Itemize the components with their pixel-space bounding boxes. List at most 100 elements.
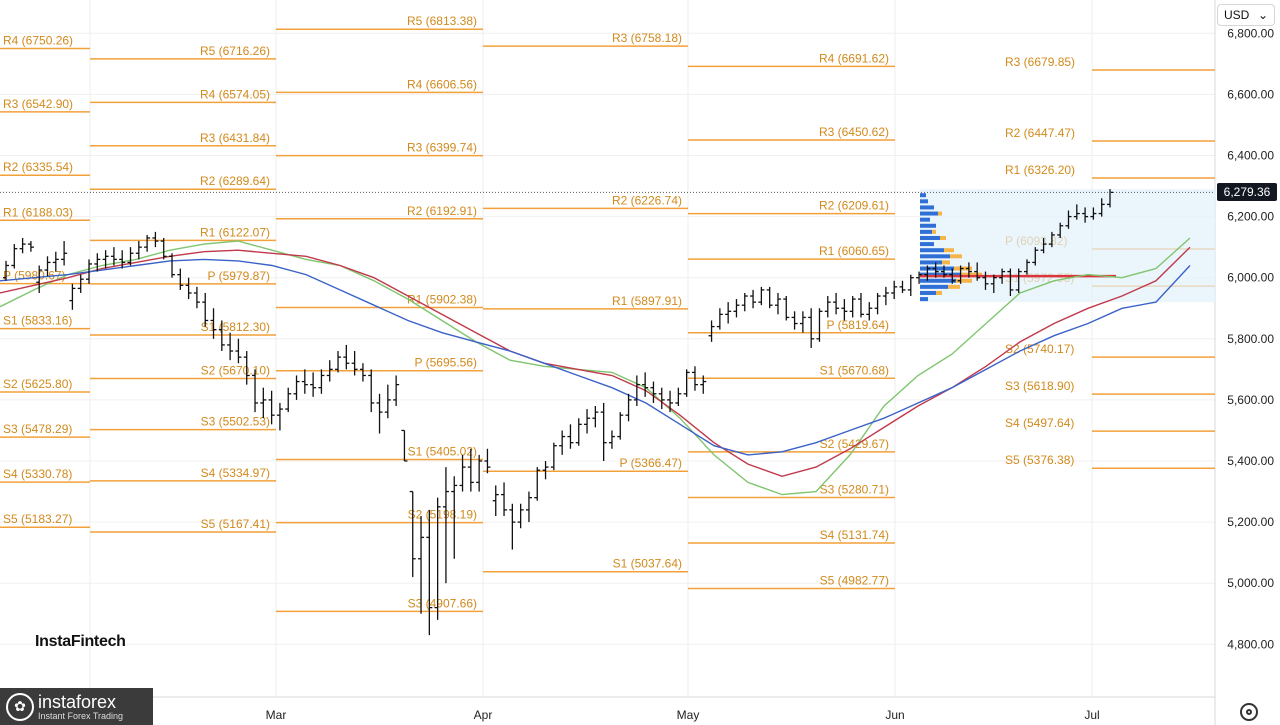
price-bar	[102, 250, 109, 269]
moving-average-line	[0, 246, 1191, 478]
price-bar	[940, 265, 947, 278]
price-bar	[135, 241, 142, 260]
y-tick-label: 4,800.00	[1227, 637, 1274, 651]
pivot-label: S5 (5376.38)	[1005, 453, 1074, 467]
profile-bar	[920, 284, 948, 289]
moving-average-line	[0, 258, 1191, 456]
pivot-label: S1 (5405.02)	[408, 444, 477, 458]
profile-bar	[920, 290, 936, 295]
price-bar	[293, 375, 300, 400]
moving-averages	[0, 237, 1191, 496]
profile-bar	[920, 254, 950, 259]
current-price-tag: 6,279.36	[1217, 183, 1277, 201]
price-bar	[708, 320, 715, 342]
profile-bar	[920, 248, 944, 253]
x-tick-label: Apr	[474, 708, 493, 722]
price-bar	[19, 237, 26, 254]
y-tick-label: 5,600.00	[1227, 393, 1274, 407]
price-bar	[990, 274, 997, 293]
price-bar	[492, 485, 499, 516]
settings-icon[interactable]	[1240, 703, 1258, 721]
brand-tagline: Instant Forex Trading	[38, 710, 124, 721]
price-bar	[874, 292, 881, 315]
price-bar	[725, 302, 732, 324]
price-bar	[169, 253, 176, 278]
price-bar	[401, 429, 408, 462]
price-bar	[675, 387, 682, 407]
price-bar	[235, 338, 242, 364]
pivot-label: S1 (5037.64)	[613, 557, 682, 571]
profile-bar	[920, 199, 928, 204]
price-bar	[310, 372, 317, 397]
price-bar	[575, 418, 582, 446]
pivot-label: R4 (6574.05)	[200, 87, 270, 101]
profile-bar	[956, 278, 972, 283]
pivot-label: R1 (6122.07)	[200, 225, 270, 239]
price-bar	[667, 390, 674, 413]
y-tick-label: 5,800.00	[1227, 332, 1274, 346]
price-bar	[525, 491, 532, 523]
price-bar	[484, 448, 491, 474]
price-bar	[3, 260, 9, 281]
price-bar	[227, 332, 234, 361]
price-bar	[160, 237, 167, 260]
x-tick-label: Mar	[266, 708, 287, 722]
price-bar	[716, 308, 723, 330]
pivot-label: S5 (4982.77)	[820, 573, 889, 587]
pivot-label: R2 (6209.61)	[819, 199, 889, 213]
chart-grid	[0, 0, 1216, 725]
price-bar	[393, 375, 400, 407]
price-bar	[268, 390, 275, 425]
price-bar	[824, 296, 831, 318]
price-bar	[243, 351, 250, 385]
pivot-label: S2 (5670.10)	[201, 363, 270, 377]
y-tick-label: 5,400.00	[1227, 454, 1274, 468]
price-bar	[418, 515, 425, 614]
profile-bar	[938, 211, 942, 216]
brand-icon: ✿	[6, 692, 34, 721]
brand-logo: ✿ instaforex Instant Forex Trading	[0, 688, 153, 725]
y-tick-label: 6,000.00	[1227, 271, 1274, 285]
price-bar	[617, 412, 624, 440]
price-bar	[733, 299, 740, 318]
price-bar	[426, 509, 433, 636]
price-bar	[965, 262, 972, 278]
pivot-label: S3 (5280.71)	[820, 482, 889, 496]
currency-selector[interactable]: USD ⌄	[1217, 4, 1275, 26]
pivot-label: P (5819.64)	[827, 318, 890, 332]
price-bar	[177, 268, 184, 290]
price-bar	[119, 250, 126, 269]
y-tick-label: 6,200.00	[1227, 210, 1274, 224]
price-bar	[857, 292, 864, 318]
y-tick-label: 5,000.00	[1227, 576, 1274, 590]
x-tick-label: May	[677, 708, 700, 722]
pivot-label: S2 (5429.67)	[820, 437, 889, 451]
moving-average-line	[0, 237, 1191, 496]
pivot-label: P (5366.47)	[620, 456, 683, 470]
pivot-label: R3 (6450.62)	[819, 125, 889, 139]
pivot-label: P (5695.56)	[415, 356, 478, 370]
price-bar	[907, 274, 914, 297]
price-bar	[86, 259, 93, 284]
price-bar	[501, 482, 508, 516]
price-bar	[144, 234, 151, 252]
pivot-label: S1 (5812.30)	[201, 320, 270, 334]
price-bar	[94, 253, 101, 272]
profile-bar	[920, 205, 934, 210]
price-bar	[1040, 237, 1047, 254]
pivot-label: S2 (5198.19)	[408, 508, 477, 522]
price-bar	[625, 393, 632, 422]
price-bar	[476, 454, 483, 492]
price-bar	[1098, 198, 1105, 217]
profile-bar	[920, 260, 942, 265]
profile-bar	[920, 217, 930, 222]
price-bar	[816, 308, 823, 342]
price-bar	[27, 241, 34, 252]
price-bar	[285, 387, 292, 413]
price-bar	[949, 268, 956, 284]
price-bar	[741, 292, 748, 312]
brand-name: instaforex	[38, 691, 117, 712]
x-tick-label: Jul	[1084, 708, 1099, 722]
price-bar	[1065, 210, 1072, 229]
pivot-label: R5 (6716.26)	[200, 44, 270, 58]
